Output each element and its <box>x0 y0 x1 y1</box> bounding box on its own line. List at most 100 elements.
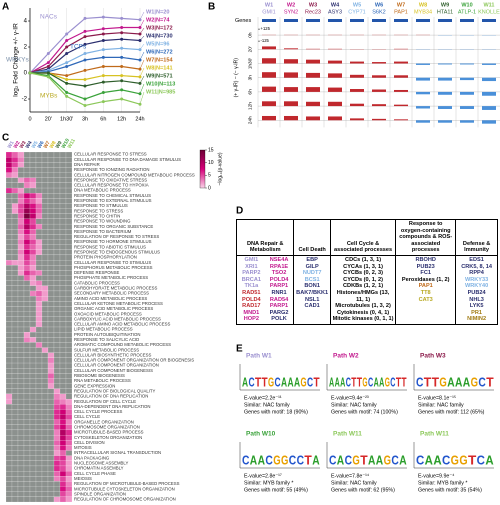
empty-cell <box>23 357 31 364</box>
empty-cell <box>5 311 13 317</box>
heat-cell <box>11 172 19 178</box>
empty-cell <box>35 481 43 487</box>
gene-entry: NSE4A <box>269 256 289 263</box>
series-point <box>65 78 69 81</box>
gene-entry: NSL1 <box>305 296 320 303</box>
empty-cell <box>65 280 73 286</box>
heat-cell <box>35 244 43 250</box>
empty-cell <box>47 398 55 405</box>
coverage-bar <box>372 104 386 107</box>
heat-cell <box>47 357 55 364</box>
heat-cell <box>17 234 25 240</box>
y-tick-label: 2 <box>24 45 28 51</box>
heat-cell <box>41 285 49 292</box>
empty-cell <box>59 368 67 374</box>
logo-letter: A <box>447 374 455 389</box>
empty-cell <box>17 362 25 369</box>
heat-cell <box>59 393 67 400</box>
empty-cell <box>41 455 49 461</box>
empty-cell <box>11 285 19 292</box>
empty-cell <box>23 445 31 451</box>
row-label: AROMATIC COMPOUND METABOLIC PROCESS <box>74 342 171 347</box>
heat-cell <box>65 414 73 420</box>
logo-letter: C <box>329 452 337 467</box>
empty-cell <box>17 378 25 384</box>
empty-cell <box>23 290 31 297</box>
empty-cell <box>53 203 61 209</box>
empty-cell <box>11 362 19 369</box>
heat-cell <box>23 234 31 240</box>
empty-cell <box>53 249 61 256</box>
table: DNA Repair & Metabolism Cell Death Cell Cy… <box>235 219 498 325</box>
gene-model <box>394 19 408 22</box>
coverage-bar <box>372 62 386 64</box>
empty-cell <box>47 435 55 441</box>
label-connector <box>139 43 145 50</box>
empty-cell <box>11 460 19 467</box>
row-label: ORGANELLE ORGANIZATION <box>74 419 134 424</box>
motif-title: Path W3 <box>420 353 446 360</box>
gene-name: Rec23 <box>305 9 321 15</box>
row-label: RESPONSE TO OXIDATIVE STRESS <box>74 177 147 182</box>
time-label: 6h <box>247 89 253 95</box>
empty-cell <box>11 373 19 379</box>
empty-cell <box>23 326 31 333</box>
coverage-bar <box>394 75 408 78</box>
empty-cell <box>23 491 31 497</box>
empty-cell <box>17 373 25 379</box>
logo-letter: C <box>416 374 424 389</box>
empty-cell <box>5 429 13 436</box>
heat-cell <box>35 306 43 312</box>
empty-cell <box>41 280 49 286</box>
empty-cell <box>5 491 13 497</box>
coverage-bar <box>306 72 320 78</box>
row-label: CARBOXYLIC ACID METABOLIC PROCESS <box>74 316 161 321</box>
heat-cell <box>59 445 67 451</box>
empty-cell <box>11 486 19 492</box>
empty-cell <box>29 342 37 348</box>
e-value: E-value=9.9e⁻⁴ <box>418 473 455 479</box>
heat-cell <box>29 275 37 281</box>
empty-cell <box>35 373 43 379</box>
empty-cell <box>35 450 43 456</box>
empty-cell <box>35 265 43 271</box>
y-axis-label: log₂ Fold Change +/- γ-IR <box>13 23 20 97</box>
empty-cell <box>17 496 25 503</box>
gene-model <box>262 19 276 22</box>
empty-cell <box>17 393 25 400</box>
empty-cell <box>11 378 19 384</box>
gene-model <box>284 19 298 22</box>
empty-cell <box>47 337 55 343</box>
header-row: DNA Repair & Metabolism Cell Death Cell Cy… <box>235 219 498 256</box>
coverage-bar <box>284 72 298 78</box>
empty-cell <box>11 301 19 307</box>
table-cell: GMI1 NSE4A XRI1 RPA1E PARP2 TSO2 BRCA1 POLD4 TK1… <box>235 254 295 325</box>
row-label: SECONDARY METABOLIC PROCESS <box>74 291 149 296</box>
logo-letter: G <box>439 374 446 389</box>
empty-cell <box>65 301 73 307</box>
empty-cell <box>59 234 67 240</box>
empty-cell <box>65 285 73 292</box>
table-panel: DNA Repair & Metabolism Cell Death Cell Cy… <box>235 219 498 325</box>
column-label: W4 <box>25 140 34 150</box>
empty-cell <box>23 460 31 467</box>
column-header: Cell Death <box>293 219 331 256</box>
empty-cell <box>65 357 73 364</box>
empty-cell <box>47 301 55 307</box>
empty-cell <box>23 424 31 431</box>
empty-cell <box>53 347 61 353</box>
empty-cell <box>29 321 37 328</box>
empty-cell <box>53 223 61 230</box>
gene-entry: NHL3 <box>469 296 484 303</box>
gene-entry: PUB23 <box>416 263 435 270</box>
coverage-bar <box>262 72 276 78</box>
x-tick-label: 24h <box>135 116 144 122</box>
empty-cell <box>47 239 55 245</box>
logo-letter: C <box>345 452 353 467</box>
empty-cell <box>59 208 67 214</box>
coverage-bar <box>438 63 452 65</box>
empty-cell <box>53 383 61 389</box>
empty-cell <box>53 373 61 379</box>
empty-cell <box>59 296 67 302</box>
heat-cell <box>29 234 37 240</box>
